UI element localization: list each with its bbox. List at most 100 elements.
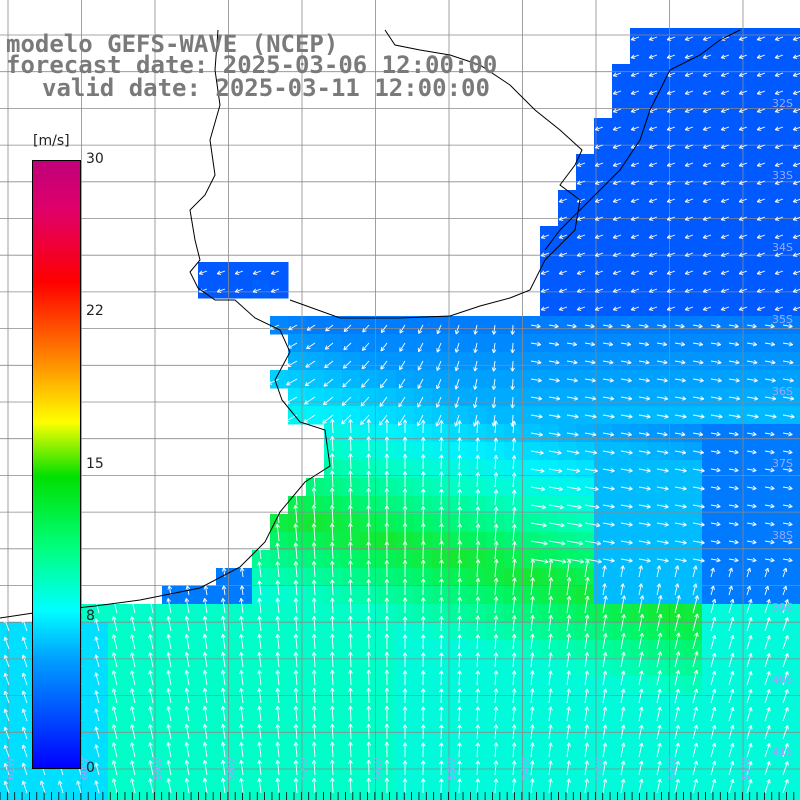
wind-vector — [764, 567, 769, 578]
wind-vector — [656, 522, 669, 526]
wind-cell — [756, 262, 775, 281]
wind-vector-head — [130, 634, 133, 639]
wind-vector-head — [609, 398, 615, 401]
wind-cell — [18, 622, 37, 641]
wind-vector-head — [94, 726, 97, 731]
wind-vector-head — [185, 778, 190, 782]
wind-vector-head — [349, 470, 353, 475]
wind-vector-head — [666, 288, 671, 293]
wind-vector-head — [542, 525, 547, 528]
wind-vector — [746, 324, 757, 328]
wind-vector-head — [221, 567, 224, 572]
wind-vector-head — [199, 291, 204, 293]
wind-vector-head — [342, 382, 345, 388]
wind-vector-head — [716, 521, 721, 525]
wind-vector-head — [578, 525, 583, 528]
wind-vector-head — [111, 670, 114, 675]
wind-vector — [757, 90, 766, 95]
wind-cell — [144, 748, 163, 767]
wind-cell — [180, 712, 199, 731]
wind-cell — [720, 568, 739, 587]
wind-vector-head — [720, 72, 725, 77]
wind-vector — [638, 760, 643, 776]
wind-vector-head — [579, 543, 584, 546]
wind-vector — [757, 216, 766, 221]
wind-vector-head — [257, 561, 260, 566]
wind-vector — [548, 486, 563, 490]
wind-vector-head — [738, 216, 743, 221]
wind-vector-head — [349, 633, 353, 638]
wind-vector-head — [631, 219, 636, 221]
wind-vector-head — [240, 723, 244, 728]
wind-cell — [306, 640, 325, 659]
wind-vector-head — [539, 452, 544, 455]
wind-vector — [692, 725, 698, 740]
wind-vector — [721, 72, 730, 77]
wind-cell — [702, 172, 721, 191]
wind-vector — [566, 324, 577, 328]
wind-vector-head — [380, 385, 385, 389]
wind-vector-head — [511, 633, 515, 638]
wind-vector — [530, 504, 546, 509]
wind-cell — [126, 730, 145, 749]
wind-vector — [40, 780, 46, 794]
wind-cell — [126, 784, 145, 800]
wind-vector-head — [313, 542, 317, 546]
wind-cell — [468, 676, 487, 695]
wind-vector-head — [663, 380, 668, 383]
wind-vector — [746, 450, 757, 454]
wind-vector-head — [648, 126, 653, 131]
latitude-label: 37S — [772, 457, 793, 470]
wind-vector-head — [696, 725, 699, 730]
wind-vector-head — [167, 724, 171, 728]
wind-vector-head — [457, 540, 461, 545]
wind-vector — [602, 724, 606, 740]
wind-vector-head — [402, 634, 406, 639]
wind-vector — [331, 634, 334, 650]
wind-vector-head — [331, 418, 335, 423]
wind-vector-head — [681, 398, 687, 401]
wind-vector-head — [239, 724, 242, 729]
wind-vector-head — [610, 542, 615, 545]
wind-vector-head — [420, 540, 424, 545]
wind-vector — [458, 688, 461, 704]
wind-vector — [602, 342, 613, 346]
wind-vector — [295, 778, 298, 794]
wind-vector-head — [493, 742, 497, 747]
wind-cell — [342, 460, 361, 479]
wind-vector-head — [764, 585, 769, 590]
wind-vector — [746, 617, 752, 632]
wind-vector-head — [793, 273, 798, 275]
wind-cell — [360, 514, 379, 533]
wind-vector-head — [404, 616, 408, 621]
wind-vector — [349, 760, 352, 776]
wind-cell — [666, 46, 685, 65]
wind-vector-head — [666, 36, 671, 41]
wind-vector-head — [94, 672, 97, 677]
wind-vector — [380, 324, 388, 333]
wind-vector-head — [275, 742, 278, 747]
wind-cell — [648, 82, 667, 101]
wind-cell — [486, 622, 505, 641]
wind-cell — [378, 460, 397, 479]
wind-vector-head — [202, 670, 205, 675]
wind-vector-head — [148, 706, 151, 711]
wind-vector — [185, 706, 190, 722]
wind-vector-head — [548, 760, 552, 765]
wind-vector-head — [685, 291, 690, 293]
wind-vector-head — [293, 723, 297, 729]
longitude-label: 54W — [521, 757, 532, 780]
wind-vector — [703, 72, 712, 77]
wind-vector — [323, 378, 334, 387]
wind-vector-head — [752, 560, 757, 563]
wind-vector-head — [167, 634, 171, 638]
wind-vector-head — [457, 615, 461, 620]
wind-vector — [667, 198, 676, 203]
wind-vector-head — [459, 760, 462, 765]
wind-vector — [258, 778, 262, 794]
wind-vector-head — [610, 414, 615, 418]
wind-vector — [728, 725, 734, 740]
wind-cell — [792, 514, 800, 533]
wind-vector-head — [384, 505, 388, 510]
wind-vector — [512, 596, 516, 614]
